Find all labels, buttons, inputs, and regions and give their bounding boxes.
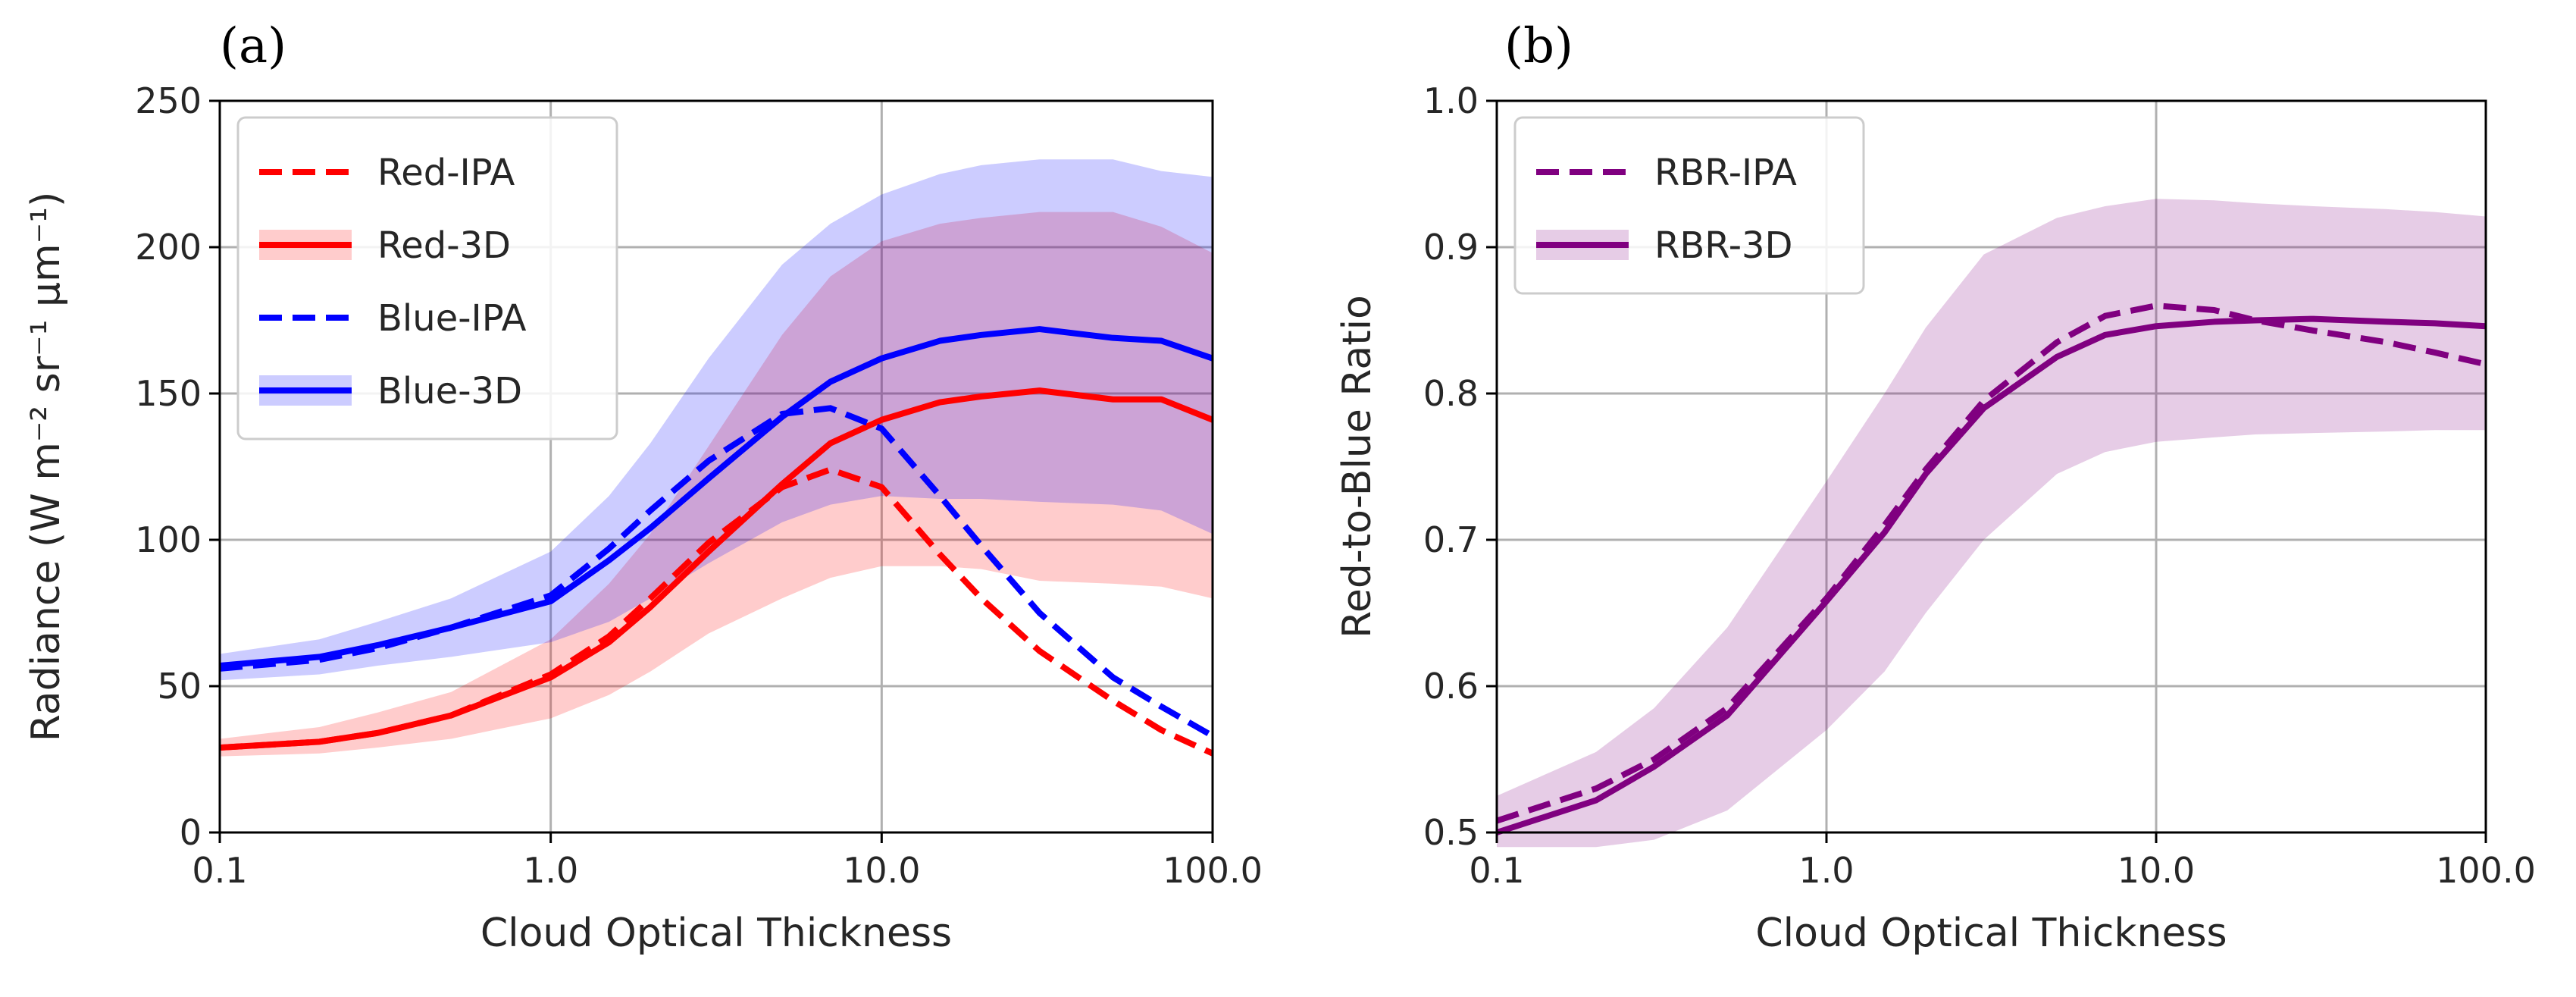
band-rbr-3d xyxy=(1497,199,2486,848)
y-tick-label: 150 xyxy=(135,373,202,414)
legend-entry-label: Red-3D xyxy=(377,224,511,267)
legend-entry-label: Blue-IPA xyxy=(377,297,527,340)
series-line-blue-3d xyxy=(219,326,1214,669)
x-tick-label: 0.1 xyxy=(192,850,247,891)
x-axis-label: Cloud Optical Thickness xyxy=(1755,911,2227,956)
y-tick-label: 1.0 xyxy=(1423,80,1479,121)
y-tick-label: 50 xyxy=(157,666,202,707)
legend-entry-label: RBR-3D xyxy=(1654,224,1793,267)
axes-frame xyxy=(1495,99,2487,834)
y-axis-label: Radiance (W m⁻² sr⁻¹ µm⁻¹) xyxy=(23,192,69,742)
legend-entry-label: RBR-IPA xyxy=(1654,152,1797,194)
y-tick-label: 0.6 xyxy=(1423,666,1479,707)
y-tick-label: 250 xyxy=(135,80,202,121)
x-tick-label: 100.0 xyxy=(1163,850,1263,891)
legend-box xyxy=(236,116,618,440)
y-tick-label: 0.8 xyxy=(1423,373,1479,414)
x-tick-label: 100.0 xyxy=(2436,850,2536,891)
y-tick-label: 200 xyxy=(135,227,202,268)
y-tick-label: 0.7 xyxy=(1423,519,1479,560)
y-tick-label: 100 xyxy=(135,519,202,560)
chart-panel-2: 0.1 1.0 10.0 100.0 0.5 0.6 0.7 0.8 0.9 1.0 Cloud O… xyxy=(1335,18,2536,956)
axes-frame xyxy=(218,99,1214,834)
y-tick-label: 0.5 xyxy=(1423,812,1479,853)
x-axis-label: Cloud Optical Thickness xyxy=(480,911,952,956)
x-tick-label: 1.0 xyxy=(1798,850,1854,891)
y-axis-label: Red-to-Blue Ratio xyxy=(1335,295,1380,638)
x-tick-label: 10.0 xyxy=(843,850,920,891)
series-line-red-3d xyxy=(219,387,1214,751)
panel-label: (b) xyxy=(1504,18,1573,74)
series-line-rbr-3d xyxy=(1495,315,2487,836)
x-tick-label: 0.1 xyxy=(1469,850,1524,891)
series-line-rbr-ipa xyxy=(1495,303,2487,824)
legend-entry-label: Red-IPA xyxy=(377,152,515,194)
x-tick-label: 10.0 xyxy=(2117,850,2195,891)
legend-entry-label: Blue-3D xyxy=(377,370,522,412)
legend-box xyxy=(1513,116,1865,295)
chart-panel-1: 0.1 1.0 10.0 100.0 0 50 100 150 200 250 Cloud Opti… xyxy=(23,18,1263,956)
band-red-3d xyxy=(220,212,1213,757)
x-tick-label: 1.0 xyxy=(523,850,578,891)
y-tick-label: 0 xyxy=(180,812,202,853)
y-tick-label: 0.9 xyxy=(1423,227,1479,268)
panel-label: (a) xyxy=(220,18,286,74)
band-blue-3d xyxy=(220,159,1213,681)
